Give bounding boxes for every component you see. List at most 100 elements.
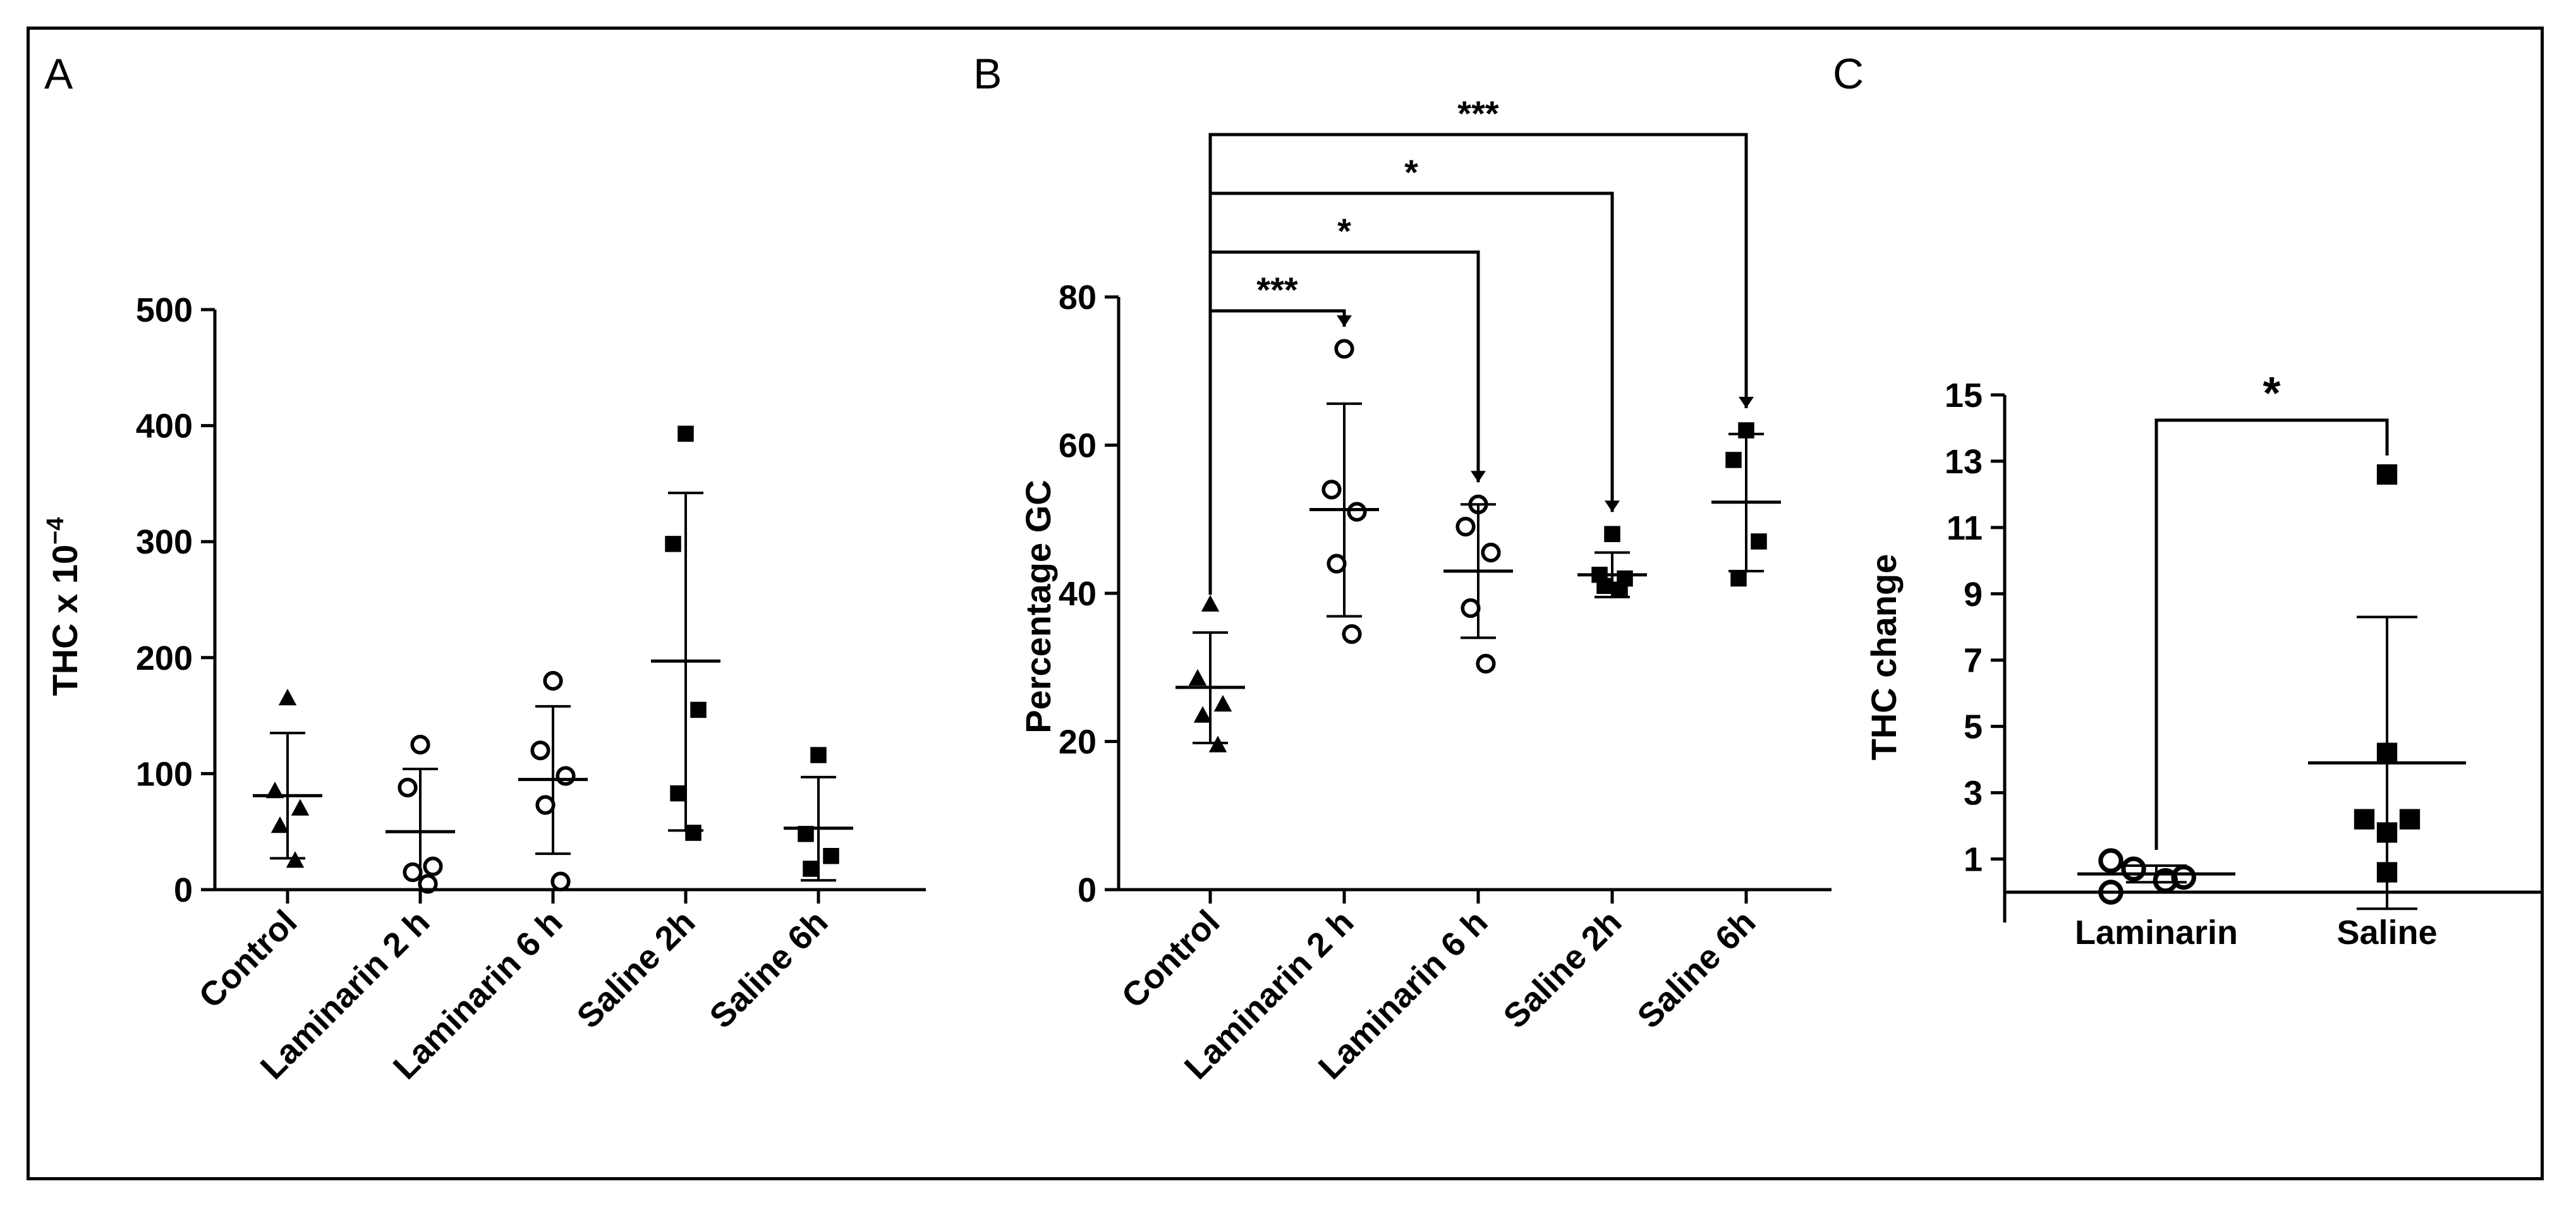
panel-a-series-laminarin-2-h bbox=[386, 734, 455, 894]
panel-b-x-tick-label-control: Control bbox=[1114, 903, 1227, 1015]
panel-c-significance-label: * bbox=[2263, 368, 2280, 419]
panel-b-significance-label: *** bbox=[1256, 270, 1298, 310]
panel-b-data-point bbox=[1612, 581, 1628, 598]
panel-c-data-point bbox=[2376, 862, 2398, 883]
panel-a-data-point bbox=[286, 851, 305, 868]
panel-b-significance-label: * bbox=[1404, 152, 1418, 192]
panel-a-data-point bbox=[556, 766, 576, 786]
panel-b: B Percentage GC 020406080ControlLaminari… bbox=[973, 50, 1832, 1087]
panel-b-label: B bbox=[973, 50, 1002, 98]
panel-a-data-point bbox=[690, 701, 707, 718]
panel-a-data-point bbox=[665, 536, 681, 552]
panel-c-series-saline bbox=[2308, 464, 2466, 911]
panel-c-x-tick-label-laminarin: Laminarin bbox=[2075, 914, 2238, 952]
panel-a-data-point bbox=[410, 734, 430, 755]
panel-b-y-tick-label: 20 bbox=[1059, 723, 1097, 761]
panel-a-data-point bbox=[677, 425, 694, 442]
panel-b-significance-bracket-saline-2h: * bbox=[1208, 152, 1620, 595]
panel-b-data-point bbox=[1334, 339, 1354, 359]
panel-b-data-point bbox=[1604, 526, 1620, 542]
panel-b-significance-bracket-laminarin-2-h: *** bbox=[1208, 270, 1352, 595]
panel-c-x-tick-label-saline: Saline bbox=[2336, 914, 2437, 952]
panel-c-y-tick-label: 15 bbox=[1945, 377, 1983, 414]
panel-c-data-point bbox=[2376, 464, 2398, 485]
panel-c-data-point bbox=[2171, 864, 2196, 890]
panel-c-data-point bbox=[2399, 809, 2421, 830]
panel-a-y-tick-label: 200 bbox=[136, 639, 193, 677]
panel-b-data-point bbox=[1347, 502, 1367, 522]
panel-c-data-point bbox=[2376, 742, 2398, 763]
figure-frame bbox=[27, 27, 2544, 1180]
panel-b-marks: ******** bbox=[1176, 94, 1781, 753]
panel-a-series-control bbox=[253, 689, 322, 868]
panel-c-data-point bbox=[2098, 880, 2123, 905]
panel-c-y-tick-label: 11 bbox=[1947, 509, 1983, 547]
panel-a-y-tick-label: 400 bbox=[136, 408, 193, 445]
panel-a-data-point bbox=[823, 848, 839, 864]
panel-b-data-point bbox=[1321, 480, 1342, 500]
panel-a-data-point bbox=[803, 861, 819, 877]
panel-a-data-point bbox=[278, 689, 297, 706]
panel-b-y-tick-label: 40 bbox=[1059, 575, 1097, 613]
panel-b-data-point bbox=[1327, 554, 1347, 574]
panel-a-data-point bbox=[670, 785, 686, 802]
panel-a-y-tick-label: 0 bbox=[174, 871, 193, 909]
panel-a-x-tick-label-saline-6h: Saline 6h bbox=[702, 903, 835, 1036]
panel-b-data-point bbox=[1213, 694, 1232, 712]
panel-a-y-tick-label: 300 bbox=[136, 523, 193, 561]
panel-a-y-axis-label: THC x 10−4 bbox=[42, 517, 85, 696]
panel-a-data-point bbox=[398, 777, 418, 798]
panel-b-data-point bbox=[1461, 598, 1481, 619]
panel-c-y-tick-label: 7 bbox=[1964, 642, 1983, 680]
panel-c-y-axis-label: THC change bbox=[1864, 554, 1904, 761]
panel-a-series-saline-6h bbox=[784, 747, 853, 882]
panel-c-bracket-line bbox=[2154, 418, 2389, 850]
panel-c-y-tick-label: 3 bbox=[1964, 775, 1983, 813]
panel-b-data-point bbox=[1725, 452, 1742, 468]
panel-b-data-point bbox=[1208, 735, 1227, 753]
panel-b-series-laminarin-2-h bbox=[1309, 339, 1379, 644]
panel-c-data-point bbox=[2121, 856, 2146, 882]
panel-a-data-point bbox=[798, 826, 814, 842]
panel-a-marks bbox=[253, 425, 853, 894]
panel-b-data-point bbox=[1481, 542, 1501, 563]
panel-b-series-control bbox=[1176, 595, 1245, 753]
panel-a-data-point bbox=[418, 874, 438, 894]
panel-c-label: C bbox=[1833, 50, 1864, 98]
panel-a-data-point bbox=[270, 816, 289, 833]
panel-b-bracket-line bbox=[1208, 133, 1748, 595]
panel-c-data-point bbox=[2376, 822, 2398, 843]
panel-a-data-point bbox=[530, 741, 550, 761]
panel-b-bracket-line bbox=[1208, 309, 1346, 595]
panel-b-data-point bbox=[1188, 669, 1207, 686]
panel-c-series-laminarin bbox=[2077, 848, 2235, 905]
panel-a-data-point bbox=[535, 795, 556, 815]
panel-b-bracket-arrowhead bbox=[1471, 471, 1486, 483]
panel-a-y-tick-label: 500 bbox=[136, 291, 193, 329]
panel-c-y-tick-label: 9 bbox=[1964, 576, 1983, 614]
panel-b-data-point bbox=[1596, 578, 1613, 595]
panel-b-data-point bbox=[1468, 494, 1488, 514]
panel-a-data-point bbox=[291, 799, 310, 816]
panel-b-bracket-arrowhead bbox=[1739, 397, 1754, 409]
panel-b-series-saline-2h bbox=[1577, 526, 1647, 598]
panel-c-y-tick-label: 13 bbox=[1945, 443, 1983, 481]
panel-a-label: A bbox=[44, 50, 73, 98]
panel-b-y-axis-label: Percentage GC bbox=[1018, 480, 1058, 734]
panel-a-x-tick-label-saline-2h: Saline 2h bbox=[569, 903, 702, 1036]
panel-a-data-point bbox=[685, 825, 702, 841]
panel-b-data-point bbox=[1476, 653, 1496, 674]
panel-a-data-point bbox=[265, 781, 284, 799]
panel-a-y-tick-label: 100 bbox=[136, 755, 193, 793]
panel-b-bracket-arrowhead bbox=[1337, 315, 1352, 327]
panel-b-data-point bbox=[1201, 595, 1220, 612]
panel-b-y-tick-label: 60 bbox=[1059, 427, 1097, 465]
panel-b-bracket-arrowhead bbox=[1605, 500, 1620, 512]
panel-c-data-point bbox=[2354, 809, 2375, 830]
panel-b-y-tick-label: 0 bbox=[1078, 871, 1097, 909]
